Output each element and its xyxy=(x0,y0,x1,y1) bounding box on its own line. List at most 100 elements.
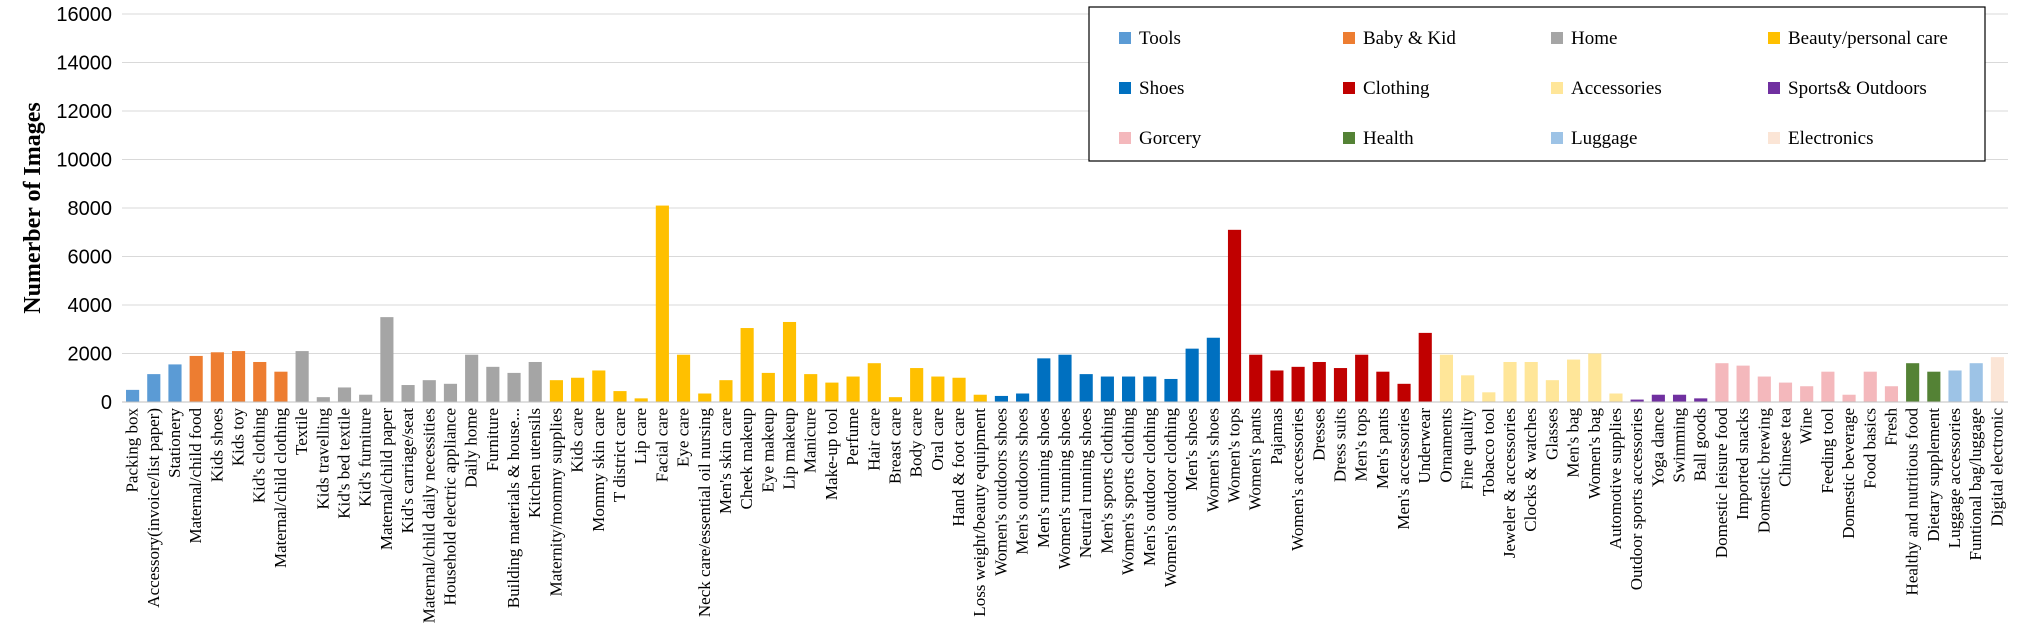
legend-label: Home xyxy=(1571,28,1617,49)
x-tick-label: T district care xyxy=(610,408,629,502)
bar xyxy=(1185,348,1199,402)
x-tick-label: Packing box xyxy=(123,408,142,493)
bar xyxy=(1439,354,1454,402)
bar xyxy=(1355,354,1369,402)
x-tick-label: Men's tops xyxy=(1352,408,1371,481)
bar xyxy=(126,389,140,402)
bar xyxy=(295,351,309,402)
bar xyxy=(1545,380,1559,402)
x-tick-label: Women's outdoors shoes xyxy=(991,408,1010,576)
x-tick-label: Women's running shoes xyxy=(1055,408,1074,569)
bar xyxy=(1842,394,1856,402)
legend-swatch xyxy=(1343,32,1355,44)
bar xyxy=(1227,229,1242,402)
bar xyxy=(422,380,436,402)
x-tick-label: Hand & foot care xyxy=(949,408,968,526)
x-tick-label: Body care xyxy=(907,408,926,477)
bar xyxy=(1037,358,1051,402)
bar xyxy=(1503,361,1517,402)
bar xyxy=(761,372,775,402)
bar xyxy=(1206,337,1220,402)
x-tick-label: Tobacco tool xyxy=(1479,408,1498,496)
bar xyxy=(931,376,945,402)
x-tick-label: Men's skin care xyxy=(716,408,735,514)
bar xyxy=(655,205,669,402)
legend-label: Shoes xyxy=(1139,78,1184,99)
bar xyxy=(549,380,563,402)
x-tick-label: Neck care/essential oil nursing xyxy=(695,408,714,618)
bar xyxy=(1863,371,1877,402)
bar xyxy=(910,368,924,402)
bar xyxy=(1821,371,1835,402)
x-tick-label: Household electric appliance xyxy=(440,408,459,605)
legend-swatch xyxy=(1551,32,1563,44)
x-tick-label: Eye makeup xyxy=(758,408,777,493)
x-tick-label: Jeweler & accessories xyxy=(1500,408,1519,558)
bar xyxy=(1100,376,1114,402)
bar xyxy=(994,395,1008,402)
bar xyxy=(952,377,966,402)
legend-label: Health xyxy=(1363,128,1414,149)
legend-label: Baby & Kid xyxy=(1363,28,1456,49)
y-tick-label: 2000 xyxy=(68,344,113,366)
bar xyxy=(613,391,627,402)
x-tick-label: Maternal/child clothing xyxy=(271,408,290,569)
x-tick-label: Facial care xyxy=(652,408,671,482)
bar xyxy=(825,382,839,402)
bar xyxy=(1143,376,1157,402)
bar xyxy=(1376,371,1390,402)
bar xyxy=(507,372,521,402)
bar xyxy=(1609,393,1623,402)
x-tick-label: Clocks & watches xyxy=(1521,408,1540,532)
legend-swatch xyxy=(1551,132,1563,144)
x-tick-label: Chinese tea xyxy=(1775,408,1794,487)
y-tick-label: 0 xyxy=(101,392,112,414)
x-tick-label: Make-up tool xyxy=(822,408,841,500)
grid-lines xyxy=(122,13,2008,403)
x-tick-label: Men's shoes xyxy=(1182,408,1201,491)
x-tick-label: Accessory(invoice/list paper) xyxy=(144,408,163,608)
bar xyxy=(1757,376,1771,402)
bar xyxy=(782,321,797,402)
x-tick-label: Feeding tool xyxy=(1818,408,1837,494)
x-tick-label: Loss weight/beauty equipment xyxy=(970,408,989,617)
bar xyxy=(401,385,415,402)
bar xyxy=(1927,371,1941,402)
bar xyxy=(1058,354,1072,402)
x-tick-label: Kids travelling xyxy=(313,408,332,510)
bar xyxy=(571,377,585,402)
legend-label: Tools xyxy=(1139,28,1181,49)
x-tick-label: Cheek makeup xyxy=(737,408,756,510)
x-tick-label: Dresses xyxy=(1309,408,1328,461)
legend-swatch xyxy=(1768,82,1780,94)
y-tick-label: 8000 xyxy=(68,198,113,220)
bar xyxy=(443,383,458,402)
x-tick-label: Men's outdoor clothing xyxy=(1140,408,1159,566)
legend-swatch xyxy=(1119,82,1131,94)
legend-label: Luggage xyxy=(1571,128,1637,149)
x-tick-label: Outdoor sports accessories xyxy=(1627,408,1646,590)
bar xyxy=(380,317,394,402)
x-tick-label: Women's sports clothing xyxy=(1119,408,1138,575)
bar xyxy=(274,371,288,402)
bar xyxy=(253,361,267,402)
x-tick-label: Kid's carriage/seat xyxy=(398,408,417,534)
y-axis-label: Numerber of Images xyxy=(20,102,46,314)
bar xyxy=(189,355,203,402)
bar xyxy=(316,397,330,402)
bar xyxy=(1291,366,1305,402)
x-tick-label: Kids care xyxy=(568,408,587,473)
bar xyxy=(1884,386,1899,402)
bar xyxy=(888,397,903,402)
bar xyxy=(147,374,161,402)
legend: Tools Baby & Kid Home Beauty/personal care S… xyxy=(1088,6,1986,162)
bar xyxy=(528,361,542,402)
y-tick-label: 12000 xyxy=(56,101,112,123)
y-tick-label: 10000 xyxy=(56,150,112,172)
legend-swatch xyxy=(1343,132,1355,144)
x-tick-label: Luggage accessories xyxy=(1945,408,1964,548)
x-tick-label: Stationery xyxy=(165,408,184,478)
x-tick-label: Women's pants xyxy=(1246,408,1265,510)
y-tick-label: 14000 xyxy=(56,53,112,75)
